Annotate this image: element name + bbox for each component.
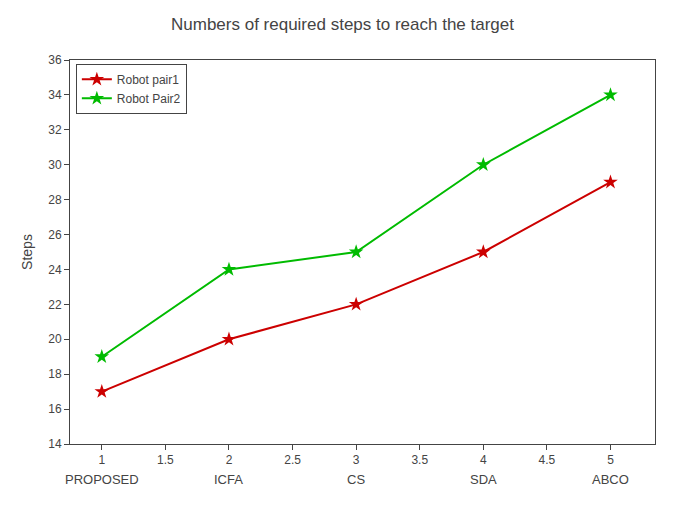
svg-text:Numbers of required steps to r: Numbers of required steps to reach the t… [171, 15, 514, 34]
svg-text:3: 3 [353, 453, 360, 467]
svg-text:2.5: 2.5 [284, 453, 301, 467]
svg-text:32: 32 [48, 123, 62, 137]
svg-text:2: 2 [226, 453, 233, 467]
svg-text:CS: CS [347, 472, 365, 487]
svg-text:1: 1 [98, 453, 105, 467]
svg-text:1.5: 1.5 [157, 453, 174, 467]
svg-text:3.5: 3.5 [411, 453, 428, 467]
svg-text:34: 34 [48, 88, 62, 102]
svg-text:36: 36 [48, 53, 62, 67]
svg-text:4.5: 4.5 [539, 453, 556, 467]
svg-text:Robot pair1: Robot pair1 [117, 73, 179, 87]
svg-text:ABCO: ABCO [592, 472, 629, 487]
svg-text:26: 26 [48, 228, 62, 242]
svg-text:4: 4 [480, 453, 487, 467]
svg-text:18: 18 [48, 367, 62, 381]
svg-text:16: 16 [48, 402, 62, 416]
svg-text:5: 5 [607, 453, 614, 467]
svg-text:Steps: Steps [19, 234, 35, 270]
svg-text:ICFA: ICFA [214, 472, 243, 487]
svg-text:28: 28 [48, 193, 62, 207]
svg-text:14: 14 [48, 437, 62, 451]
svg-text:Robot Pair2: Robot Pair2 [117, 92, 181, 106]
svg-text:30: 30 [48, 158, 62, 172]
svg-text:24: 24 [48, 263, 62, 277]
svg-text:SDA: SDA [470, 472, 497, 487]
svg-text:22: 22 [48, 298, 62, 312]
svg-text:PROPOSED: PROPOSED [65, 472, 139, 487]
svg-text:20: 20 [48, 332, 62, 346]
